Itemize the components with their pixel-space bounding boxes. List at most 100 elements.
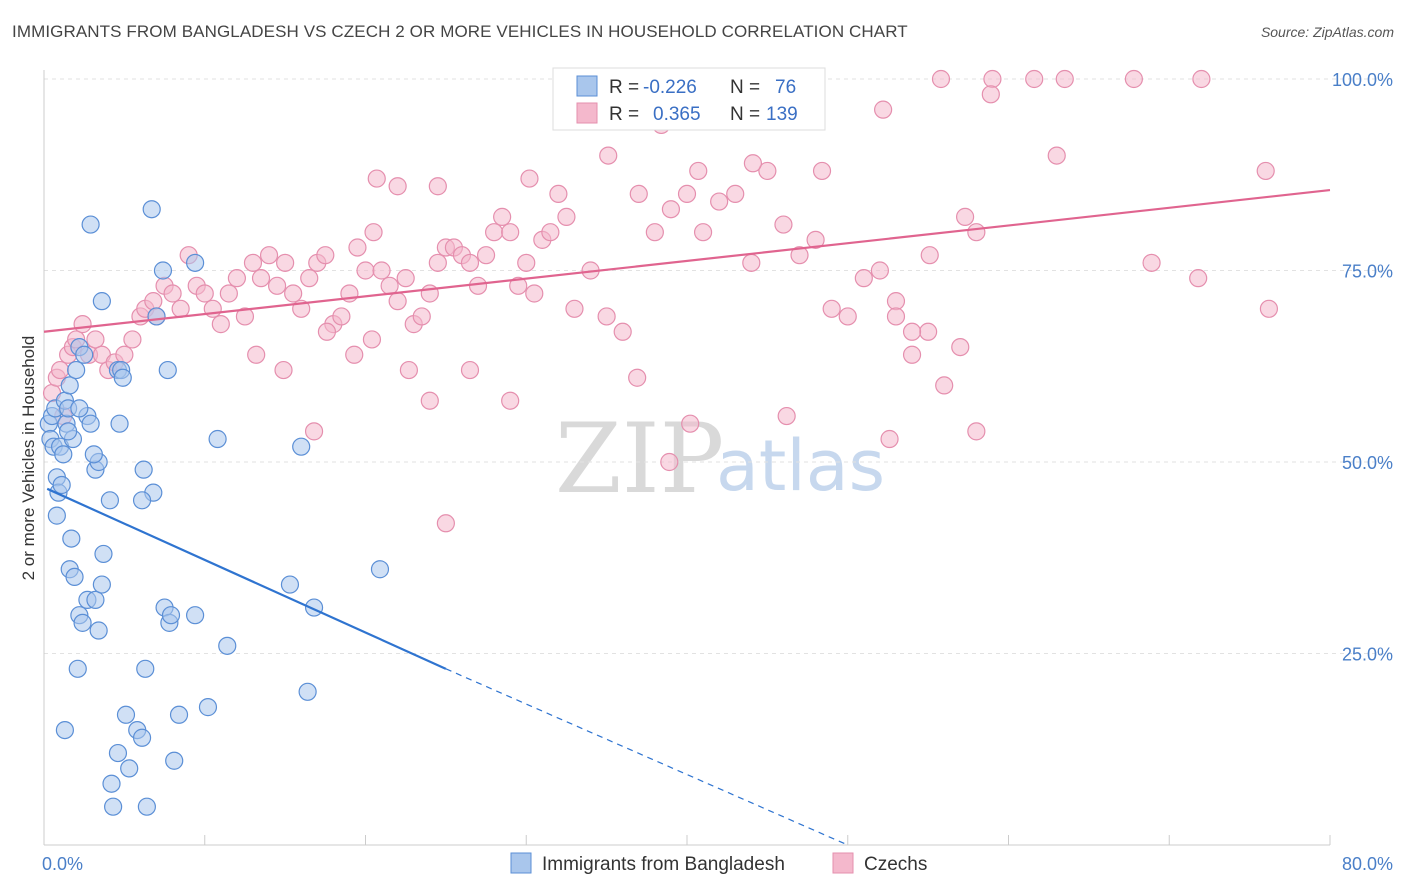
czechs-point: [710, 192, 729, 211]
czechs-trend-line: [43, 188, 1331, 333]
bottom-legend-swatch-czechs: [832, 852, 854, 874]
czechs-point: [812, 161, 832, 181]
czechs-point: [86, 330, 105, 349]
czechs-point: [681, 414, 700, 433]
czechs-point: [774, 215, 793, 234]
czechs-point: [955, 207, 975, 226]
czechs-point: [660, 452, 679, 472]
bangladesh-point: [68, 659, 87, 678]
czechs-point: [790, 246, 809, 265]
czechs-point: [806, 230, 825, 249]
bangladesh-point: [55, 720, 74, 740]
legend-n-label-2: N =: [730, 104, 760, 125]
czechs-point: [1192, 69, 1211, 89]
czechs-point: [742, 253, 761, 272]
czechs-point: [870, 261, 890, 280]
bangladesh-point: [67, 360, 86, 380]
czechs-point: [219, 284, 238, 303]
legend-r-value-2: 0.365: [653, 104, 701, 125]
bangladesh-point: [165, 751, 184, 770]
czechs-point: [689, 161, 708, 181]
czechs-point: [525, 284, 544, 303]
bangladesh-point: [186, 253, 205, 272]
bangladesh-point: [147, 307, 166, 326]
czechs-point: [919, 322, 938, 341]
czechs-point: [247, 345, 266, 364]
czechs-point: [428, 253, 447, 272]
czechs-point: [388, 177, 407, 196]
bangladesh-point: [298, 682, 317, 701]
czechs-point: [677, 184, 697, 203]
bangladesh-point: [161, 606, 181, 625]
bangladesh-point: [47, 506, 66, 525]
czechs-point: [317, 322, 337, 341]
bangladesh-trend-extension: [445, 668, 848, 846]
czechs-point: [388, 292, 407, 311]
czechs-point: [468, 276, 488, 295]
legend-swatch-czechs: [576, 102, 598, 124]
stats-legend-box: [552, 67, 826, 131]
czechs-point: [629, 184, 648, 203]
bangladesh-point: [169, 705, 189, 724]
czechs-point: [493, 207, 512, 226]
czechs-point: [348, 238, 367, 257]
legend-n-value-2: 139: [766, 104, 798, 125]
bangladesh-point: [108, 743, 128, 763]
czechs-point: [565, 299, 584, 318]
bangladesh-point: [198, 698, 218, 717]
czechs-point: [1124, 69, 1143, 89]
bangladesh-point: [370, 560, 390, 579]
czechs-point: [517, 253, 536, 272]
bangladesh-point: [86, 590, 105, 609]
czechs-point: [1259, 299, 1279, 318]
bangladesh-point: [132, 728, 152, 747]
bangladesh-point: [116, 705, 136, 724]
legend-n-value-1: 76: [775, 77, 796, 98]
czechs-point: [693, 223, 713, 242]
czechs-point: [1055, 69, 1074, 89]
legend-r-label-2: R =: [609, 104, 639, 125]
bangladesh-point: [89, 621, 108, 640]
bangladesh-point: [218, 636, 237, 655]
czechs-point: [599, 146, 618, 165]
bangladesh-point: [92, 575, 111, 594]
bangladesh-point: [186, 606, 205, 625]
czechs-point: [1142, 253, 1161, 272]
bangladesh-point: [158, 360, 177, 380]
czechs-point: [399, 360, 419, 380]
stats-legend: R = -0.226 N = 76 R = 0.365 N = 139: [552, 67, 826, 131]
czechs-point: [501, 391, 520, 410]
czechs-point: [902, 345, 922, 364]
czechs-point: [1256, 161, 1275, 181]
bangladesh-point: [142, 200, 161, 219]
czechs-point: [726, 184, 745, 203]
czechs-point: [822, 299, 841, 318]
czechs-point: [420, 391, 439, 410]
bangladesh-point: [70, 399, 89, 418]
czechs-point: [485, 223, 504, 242]
czechs-point: [549, 184, 568, 203]
legend-n-label-1: N =: [730, 77, 760, 98]
bangladesh-point: [102, 774, 121, 793]
czechs-point: [211, 315, 230, 334]
bangladesh-point: [81, 215, 100, 234]
bangladesh-point: [54, 445, 73, 464]
y-tick-label: 75.0%: [1342, 262, 1393, 282]
bangladesh-point: [62, 529, 81, 548]
bangladesh-point: [81, 414, 100, 433]
czechs-point: [854, 269, 873, 288]
czechs-point: [874, 100, 893, 119]
czechs-point: [345, 345, 364, 364]
czechs-point: [332, 307, 351, 326]
bangladesh-point: [120, 759, 139, 778]
bangladesh-point: [59, 422, 78, 441]
czechs-point: [557, 207, 576, 226]
bangladesh-point: [104, 797, 123, 816]
bangladesh-point: [75, 345, 94, 364]
bangladesh-point: [137, 797, 156, 816]
czechs-point: [412, 307, 431, 326]
bottom-legend-swatch-bangladesh: [510, 852, 532, 874]
czechs-point: [50, 360, 70, 380]
czechs-point: [743, 154, 763, 173]
czechs-point: [951, 338, 970, 357]
